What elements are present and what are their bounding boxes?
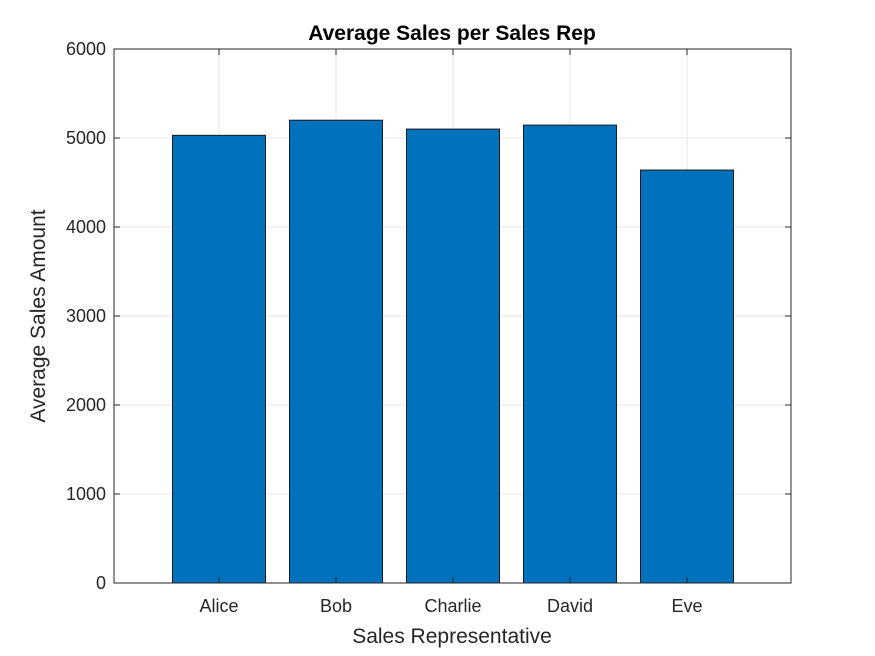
- x-tick-label-charlie: Charlie: [424, 596, 481, 616]
- x-tick-label-eve: Eve: [671, 596, 702, 616]
- y-axis-label: Average Sales Amount: [27, 209, 50, 422]
- y-tick-label: 1000: [66, 484, 106, 504]
- y-tick-label: 5000: [66, 128, 106, 148]
- bar-charlie: [406, 128, 500, 584]
- chart-title: Average Sales per Sales Rep: [308, 22, 596, 45]
- x-tick-label-bob: Bob: [320, 596, 352, 616]
- bars: [172, 119, 734, 584]
- bar-david: [523, 124, 617, 584]
- bar-bob: [289, 119, 383, 584]
- y-tick-label: 0: [96, 573, 106, 593]
- x-axis-label: Sales Representative: [352, 625, 552, 648]
- y-tick-label: 6000: [66, 39, 106, 59]
- y-tick-label: 3000: [66, 306, 106, 326]
- y-tick-label: 4000: [66, 217, 106, 237]
- ticks: 0 1000 2000 3000 4000 5000 6000 Alice Bob Charlie…: [66, 39, 791, 616]
- x-tick-label-alice: Alice: [199, 596, 238, 616]
- x-tick-label-david: David: [547, 596, 593, 616]
- bar-eve: [640, 169, 734, 584]
- y-tick-label: 2000: [66, 395, 106, 415]
- bar-alice: [172, 134, 266, 584]
